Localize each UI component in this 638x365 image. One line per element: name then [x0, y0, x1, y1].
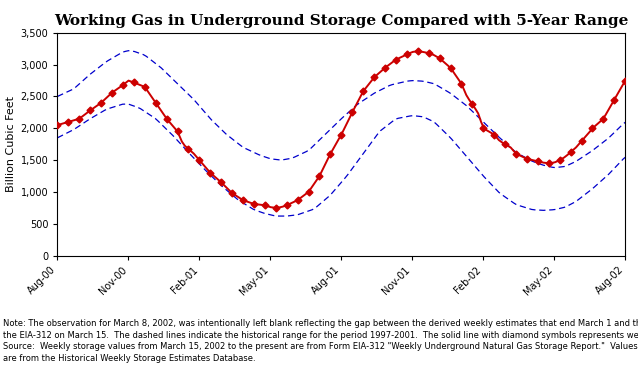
- Text: Note: The observation for March 8, 2002, was intentionally left blank reflecting: Note: The observation for March 8, 2002,…: [3, 319, 638, 363]
- Title: Working Gas in Underground Storage Compared with 5-Year Range: Working Gas in Underground Storage Compa…: [54, 14, 628, 27]
- Y-axis label: Billion Cubic Feet: Billion Cubic Feet: [6, 96, 17, 192]
